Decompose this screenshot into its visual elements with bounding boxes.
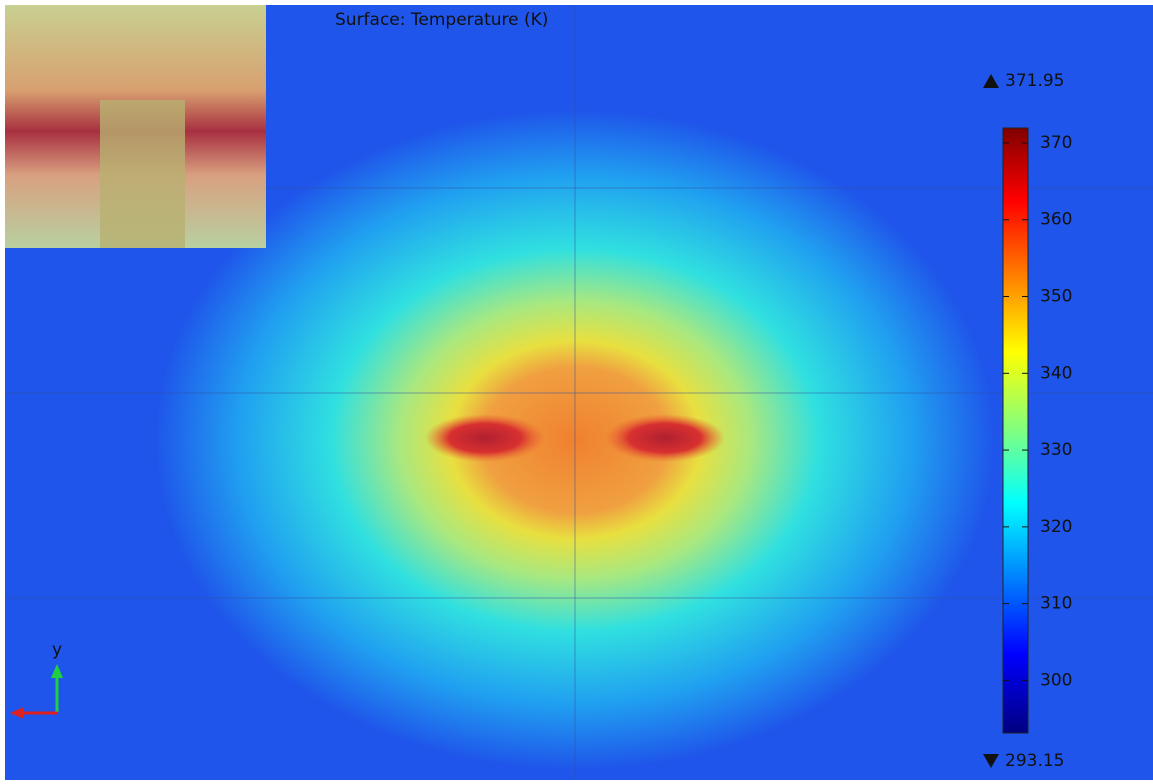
colorbar-tick-label: 300 xyxy=(1040,670,1072,690)
colorbar-tick-label: 310 xyxy=(1040,594,1072,614)
hot-spot xyxy=(425,414,545,462)
page: Surface: Temperature (K) 371.95 293.15 y… xyxy=(0,0,1153,780)
min-value: 293.15 xyxy=(1005,751,1064,771)
colorbar-tick-label: 370 xyxy=(1040,133,1072,153)
colorbar-tick-label: 360 xyxy=(1040,210,1072,230)
colorbar xyxy=(1003,128,1028,733)
inset-image xyxy=(5,5,266,248)
plot: Surface: Temperature (K) 371.95 293.15 y… xyxy=(0,0,1153,780)
hot-spot xyxy=(605,414,725,462)
plot-title: Surface: Temperature (K) xyxy=(335,10,548,30)
colorbar-tick-label: 340 xyxy=(1040,363,1072,383)
colorbar-tick-label: 330 xyxy=(1040,440,1072,460)
colorbar-tick-label: 350 xyxy=(1040,287,1072,307)
axis-label: y xyxy=(52,640,62,660)
colorbar-tick-label: 320 xyxy=(1040,517,1072,537)
max-value: 371.95 xyxy=(1005,71,1064,91)
